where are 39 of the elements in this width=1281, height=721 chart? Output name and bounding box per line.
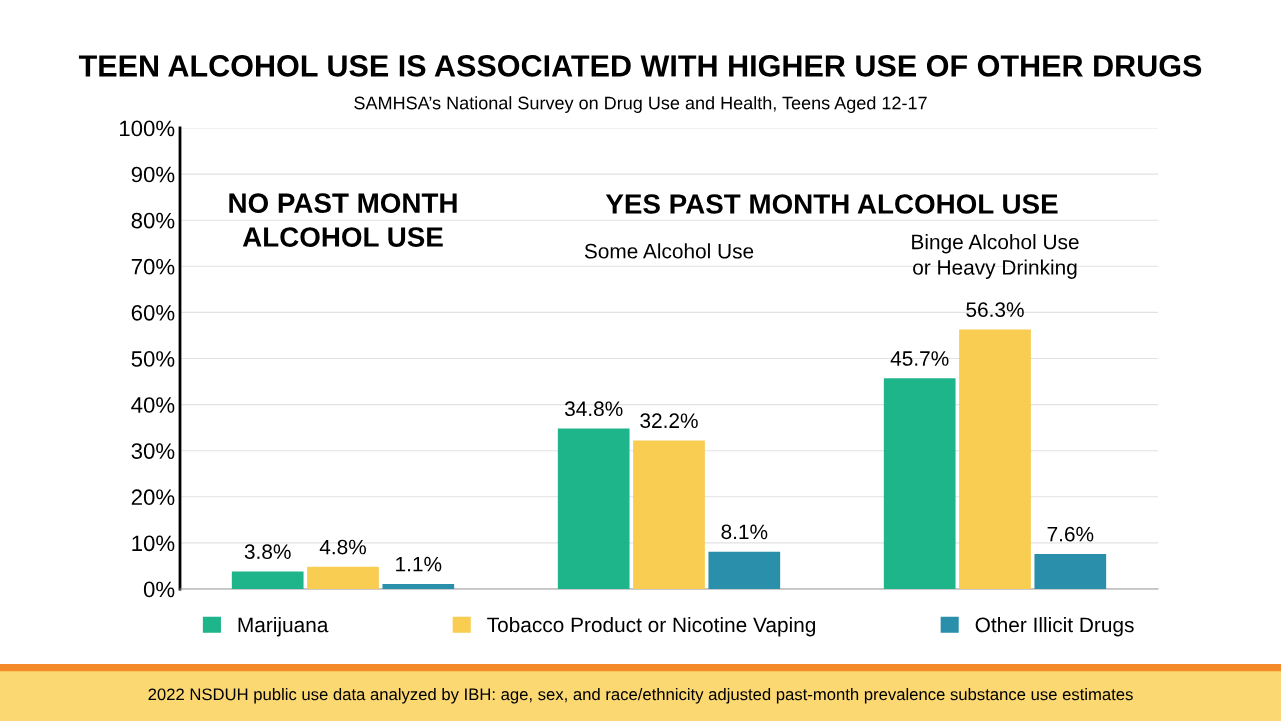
y-tick-label: 80% xyxy=(131,212,175,229)
data-label: 1.1% xyxy=(396,556,442,572)
legend-label: Tobacco Product or Nicotine Vaping xyxy=(487,616,816,637)
y-tick-label: 100% xyxy=(120,120,175,137)
bar xyxy=(959,329,1031,589)
chart-title: TEEN ALCOHOL USE IS ASSOCIATED WITH HIGHER USE OF OTHER DRUGS xyxy=(78,55,1202,77)
annotation: YES PAST MONTH ALCOHOL USE xyxy=(605,194,1058,214)
bar xyxy=(307,566,379,589)
chart-subtitle: SAMHSA’s National Survey on Drug Use and Health, Teens Aged 12-17 xyxy=(354,96,927,113)
y-tick-label: 40% xyxy=(131,397,175,413)
bar xyxy=(382,583,455,589)
y-tick-label: 70% xyxy=(131,258,175,275)
y-tick-label: 60% xyxy=(131,304,175,321)
bar xyxy=(231,571,304,589)
data-label: 32.2% xyxy=(640,413,698,429)
data-label: 3.8% xyxy=(244,544,291,560)
bar xyxy=(1034,553,1107,589)
data-label: 4.8% xyxy=(319,539,366,555)
bar xyxy=(557,428,630,589)
bar xyxy=(633,440,705,589)
x-tick-label: Some Alcohol Use xyxy=(584,243,754,259)
data-label: 7.6% xyxy=(1047,526,1094,542)
data-label: 34.8% xyxy=(564,401,623,417)
y-tick-label: 30% xyxy=(131,443,175,459)
x-tick-label: NO PAST MONTH ALCOHOL USE xyxy=(229,193,457,247)
y-tick-label: 10% xyxy=(132,535,175,552)
y-tick-label: 50% xyxy=(131,351,175,367)
data-label: 56.3% xyxy=(966,302,1024,318)
y-tick-label: 90% xyxy=(131,166,175,183)
bar xyxy=(883,378,956,589)
data-label: 45.7% xyxy=(890,351,949,366)
x-tick-label: Binge Alcohol Use or Heavy Drinking xyxy=(912,234,1079,279)
legend-label: Marijuana xyxy=(238,616,329,637)
legend-label: Other Illicit Drugs xyxy=(975,616,1134,637)
bar xyxy=(708,551,781,589)
y-tick-label: 0% xyxy=(143,581,175,598)
text: 2022 NSDUH public use data analyzed by IBH: age, sex, and race/ethnicity adjusted past-month prevalence substance use estimates xyxy=(148,688,1133,704)
y-tick-label: 20% xyxy=(131,489,175,506)
data-label: 8.1% xyxy=(721,524,768,540)
